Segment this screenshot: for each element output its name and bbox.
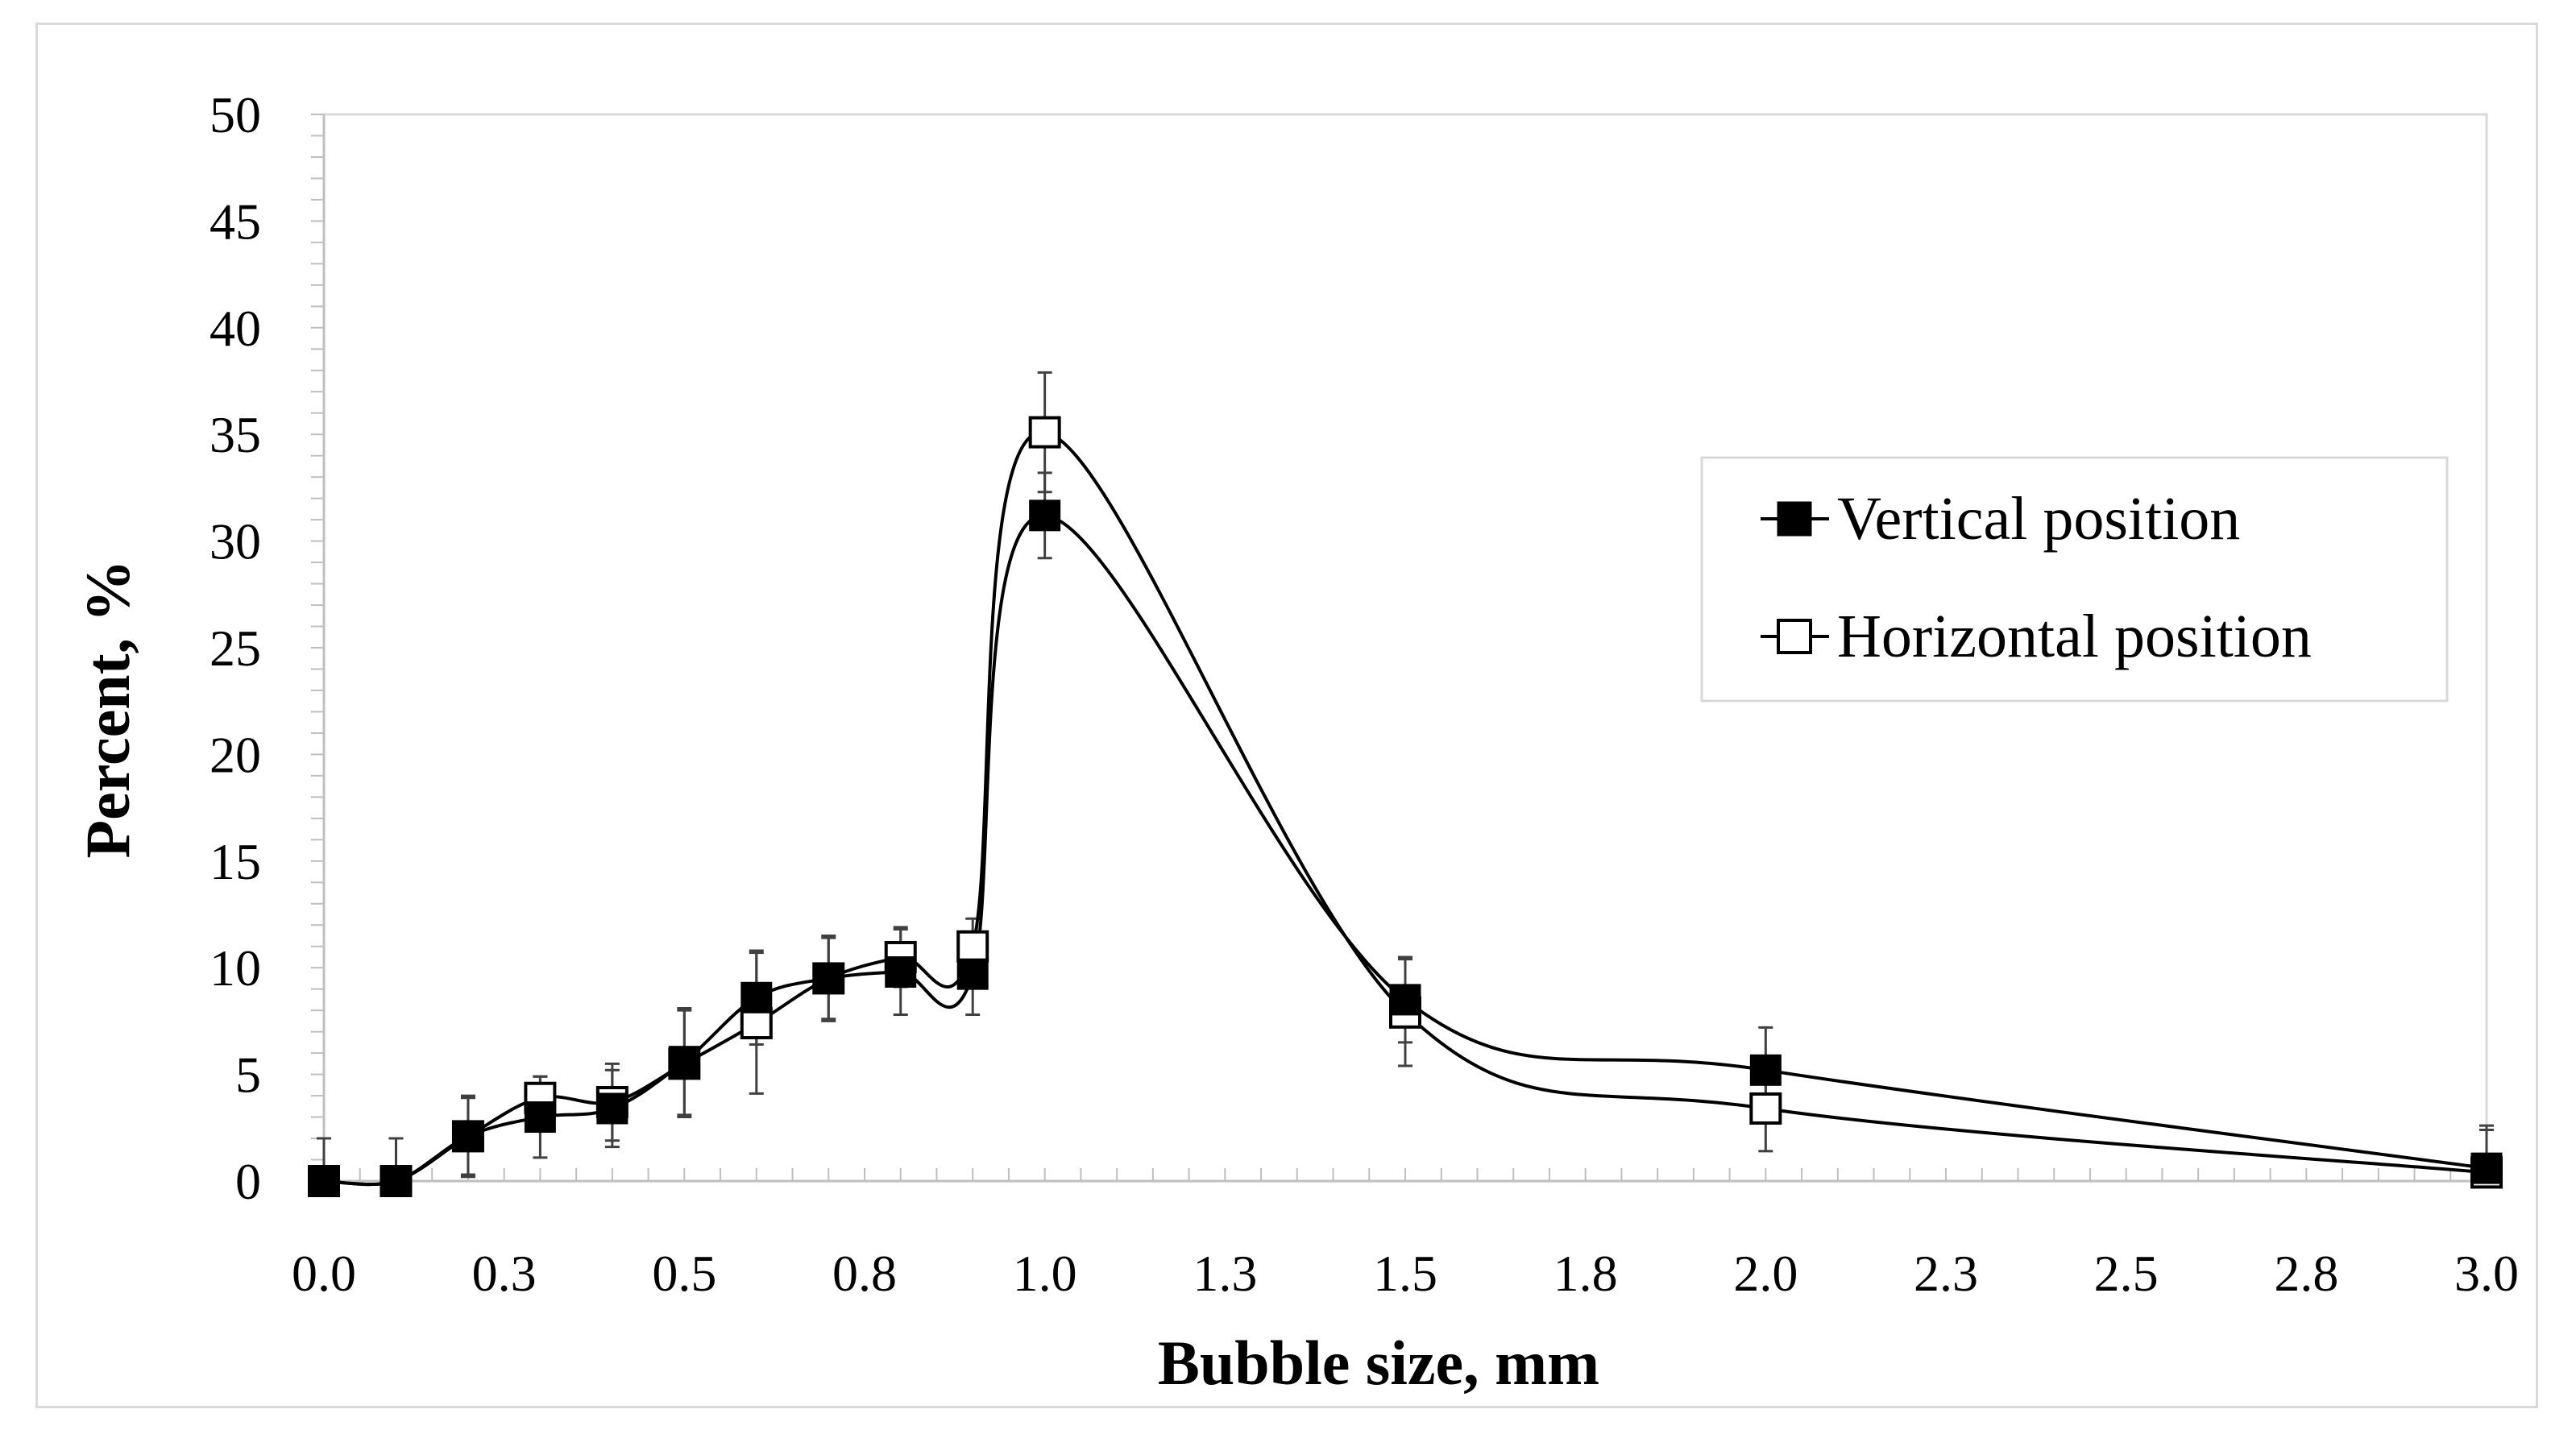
y-tick-label: 45 xyxy=(209,193,261,250)
x-tick-label: 1.3 xyxy=(1193,1245,1257,1302)
x-tick-label: 0.5 xyxy=(652,1245,716,1302)
y-tick-label: 30 xyxy=(209,513,261,570)
x-axis-title: Bubble size, mm xyxy=(1158,1328,1599,1398)
tick-labels-group: 0 5 10 15 20 25 30 35 40 45 50 0.0 0.3 0.5 0.8 1.0 1.3 1.… xyxy=(209,86,2519,1302)
x-tick-label: 1.5 xyxy=(1373,1245,1437,1302)
data-point-horizontal xyxy=(1028,416,1061,449)
data-point-horizontal xyxy=(1749,1092,1782,1125)
legend-marker-vertical xyxy=(1777,501,1812,537)
data-point-vertical xyxy=(452,1120,484,1152)
y-tick-label: 40 xyxy=(209,300,261,357)
data-point-vertical xyxy=(885,955,917,988)
data-point-vertical xyxy=(740,981,773,1013)
data-point-vertical xyxy=(1389,984,1421,1016)
data-point-vertical xyxy=(956,958,989,990)
data-point-vertical xyxy=(812,962,844,994)
y-tick-label: 15 xyxy=(209,833,261,890)
x-tick-label: 1.0 xyxy=(1013,1245,1077,1302)
legend: Vertical position Horizontal position xyxy=(1700,456,2449,703)
y-tick-label: 10 xyxy=(209,939,261,997)
chart-frame xyxy=(35,23,2538,1408)
legend-label-horizontal: Horizontal position xyxy=(1837,603,2312,670)
data-point-vertical xyxy=(380,1165,412,1197)
x-tick-label: 0.8 xyxy=(832,1245,897,1302)
data-point-vertical xyxy=(668,1046,700,1078)
data-point-vertical xyxy=(1749,1054,1782,1086)
data-point-horizontal xyxy=(956,930,989,963)
x-tick-label: 2.0 xyxy=(1733,1245,1798,1302)
legend-box xyxy=(1700,456,2449,703)
data-point-vertical xyxy=(524,1101,556,1134)
data-point-vertical xyxy=(1029,499,1061,532)
x-tick-label: 1.8 xyxy=(1553,1245,1618,1302)
x-tick-label: 0.0 xyxy=(292,1245,356,1302)
y-tick-label: 25 xyxy=(209,620,261,677)
x-tick-label: 0.3 xyxy=(472,1245,537,1302)
y-tick-label: 35 xyxy=(209,406,261,463)
legend-label-vertical: Vertical position xyxy=(1837,485,2240,553)
x-tick-label: 2.5 xyxy=(2094,1245,2159,1302)
legend-marker-horizontal xyxy=(1777,619,1812,654)
x-tick-label: 2.8 xyxy=(2274,1245,2338,1302)
y-tick-label: 5 xyxy=(235,1047,261,1104)
y-axis-title: Percent, % xyxy=(73,559,143,858)
data-point-vertical xyxy=(2470,1152,2503,1184)
y-tick-label: 0 xyxy=(235,1153,261,1210)
x-tick-label: 3.0 xyxy=(2454,1245,2519,1302)
data-point-vertical xyxy=(596,1092,628,1125)
series-group xyxy=(308,371,2503,1197)
data-point-vertical xyxy=(308,1165,340,1197)
y-tick-label: 50 xyxy=(209,86,261,143)
y-tick-label: 20 xyxy=(209,726,261,783)
x-tick-label: 2.3 xyxy=(1914,1245,1978,1302)
